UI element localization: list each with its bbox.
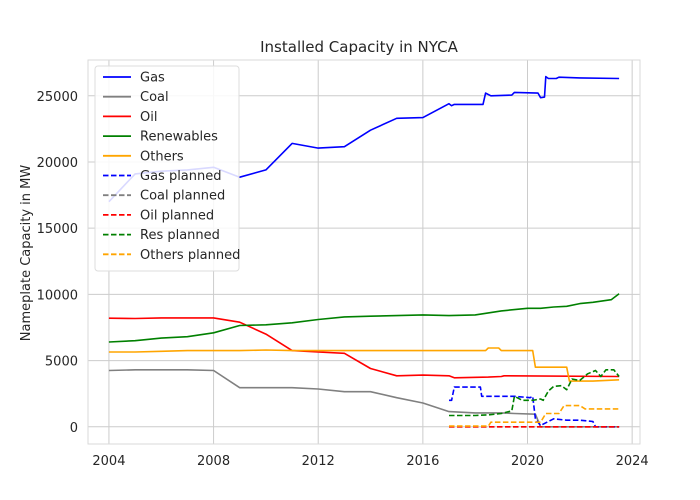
legend-label: Res planned — [140, 228, 220, 243]
legend-label: Others planned — [140, 248, 240, 263]
y-tick-label: 25000 — [37, 90, 78, 105]
y-tick-label: 10000 — [37, 288, 78, 303]
legend-label: Oil — [140, 110, 157, 125]
x-tick-label: 2004 — [92, 454, 125, 469]
series-line-coal — [108, 368, 620, 428]
y-tick-label: 0 — [70, 421, 78, 436]
y-tick-label: 5000 — [45, 355, 78, 370]
legend: Gas Coal Oil Renewables Others Gas planned Coa… — [94, 65, 240, 272]
series-line-res-planned — [449, 368, 620, 417]
series-line-others-planned — [449, 404, 620, 427]
legend-label: Renewables — [140, 130, 218, 145]
x-tick-label: 2008 — [197, 454, 230, 469]
x-tick-label: 2020 — [511, 454, 544, 469]
series-line-others — [108, 347, 620, 382]
tick-labels: 2004 2008 2012 2016 2020 2024 0 5000 10000 15000 2… — [37, 90, 649, 469]
series-line-oil — [108, 317, 620, 379]
legend-label: Oil planned — [140, 208, 214, 223]
plot-area-frame — [87, 59, 641, 445]
legend-label: Others — [140, 149, 184, 164]
x-tick-label: 2016 — [406, 454, 439, 469]
series-line-gas-planned — [449, 386, 620, 428]
legend-label: Coal — [140, 90, 169, 105]
legend-label: Gas — [140, 71, 165, 86]
legend-label: Coal planned — [140, 189, 225, 204]
series-line-renewables — [108, 293, 620, 343]
chart-title: Installed Capacity in NYCA — [260, 38, 458, 56]
legend-label: Gas planned — [140, 169, 222, 184]
x-tick-label: 2024 — [616, 454, 649, 469]
y-axis-label: Nameplate Capacity in MW — [19, 165, 34, 342]
y-tick-label: 15000 — [37, 222, 78, 237]
y-tick-label: 20000 — [37, 156, 78, 171]
x-tick-label: 2012 — [302, 454, 335, 469]
